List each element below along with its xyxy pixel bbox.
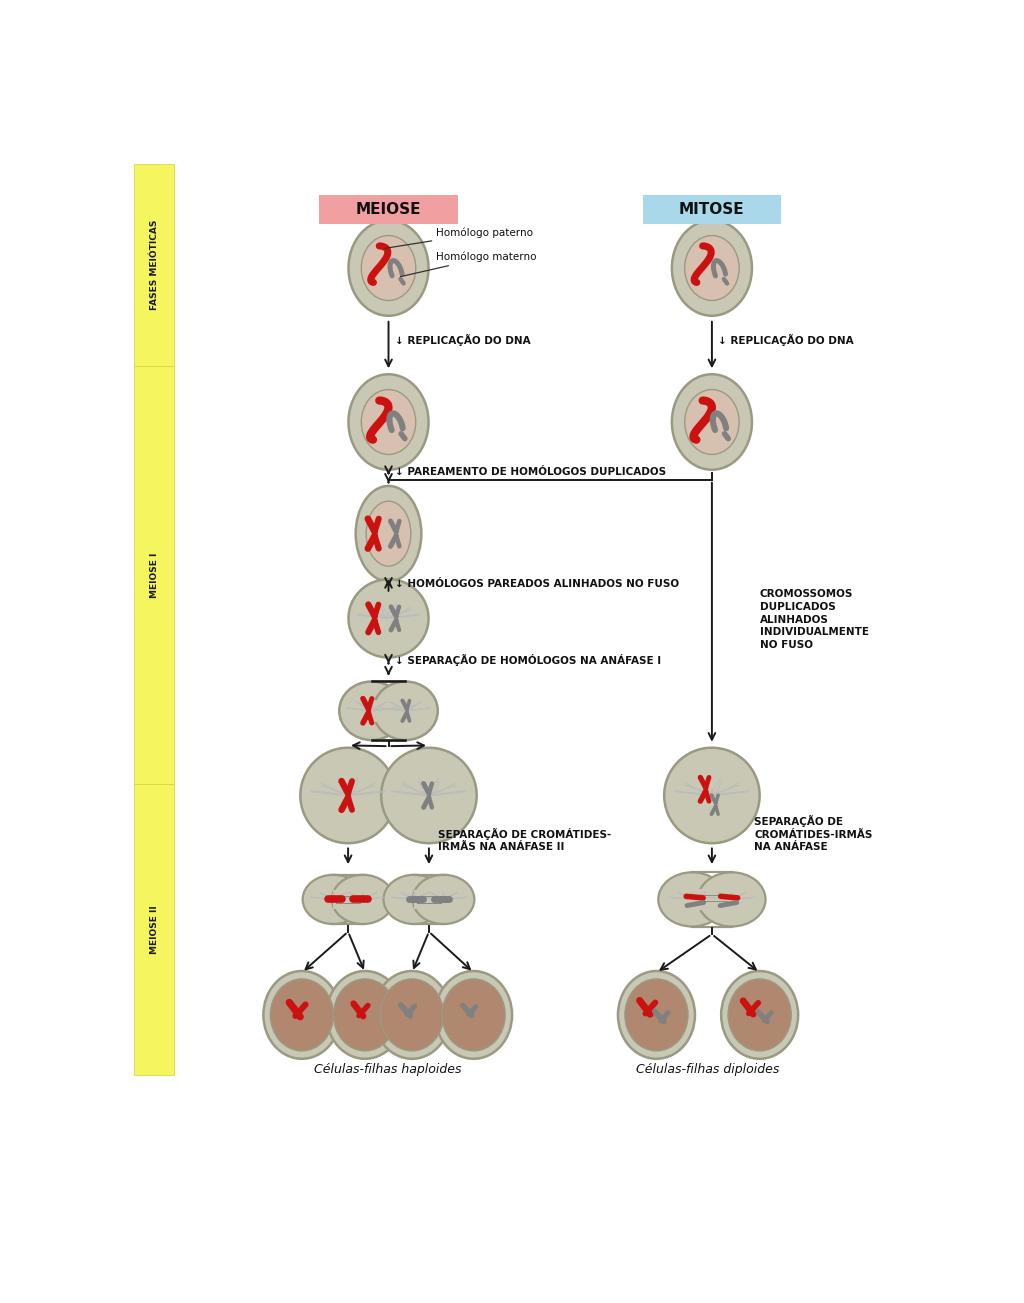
Ellipse shape — [361, 236, 416, 301]
Ellipse shape — [384, 874, 445, 924]
Ellipse shape — [334, 979, 396, 1052]
Ellipse shape — [728, 979, 792, 1052]
Text: SEPARAÇÃO DE
CROMÁTIDES-IRMÃS
NA ANÁFASE: SEPARAÇÃO DE CROMÁTIDES-IRMÃS NA ANÁFASE — [755, 816, 872, 852]
Ellipse shape — [373, 681, 438, 740]
FancyBboxPatch shape — [643, 195, 781, 224]
Ellipse shape — [685, 390, 739, 455]
Text: Homólogo paterno: Homólogo paterno — [385, 227, 534, 249]
Text: MITOSE: MITOSE — [679, 202, 744, 218]
Text: SEPARAÇÃO DE CROMÁTIDES-
IRMÃS NA ANÁFASE II: SEPARAÇÃO DE CROMÁTIDES- IRMÃS NA ANÁFAS… — [438, 827, 611, 852]
Bar — [372, 700, 406, 722]
FancyBboxPatch shape — [134, 164, 174, 366]
Ellipse shape — [672, 220, 752, 315]
FancyBboxPatch shape — [134, 784, 174, 1075]
Text: Células-filhas haploides: Células-filhas haploides — [314, 1063, 462, 1076]
Text: MEIOSE: MEIOSE — [355, 202, 421, 218]
Ellipse shape — [303, 874, 365, 924]
Text: MEIOSE II: MEIOSE II — [150, 906, 159, 954]
Ellipse shape — [367, 502, 411, 566]
Text: ↓ SEPARAÇÃO DE HOMÓLOGOS NA ANÁFASE I: ↓ SEPARAÇÃO DE HOMÓLOGOS NA ANÁFASE I — [394, 654, 660, 666]
Ellipse shape — [339, 681, 403, 740]
Text: FASES MEIÓTICAS: FASES MEIÓTICAS — [150, 220, 159, 310]
Ellipse shape — [270, 979, 334, 1052]
Ellipse shape — [413, 874, 474, 924]
Text: MEIOSE I: MEIOSE I — [150, 552, 159, 598]
Ellipse shape — [435, 971, 512, 1059]
FancyBboxPatch shape — [319, 195, 458, 224]
Ellipse shape — [381, 748, 477, 843]
Bar — [334, 890, 362, 908]
Bar — [415, 890, 443, 908]
Ellipse shape — [374, 971, 451, 1059]
Ellipse shape — [672, 374, 752, 470]
Ellipse shape — [348, 374, 429, 470]
Ellipse shape — [665, 748, 760, 843]
Text: ↓ REPLICAÇÃO DO DNA: ↓ REPLICAÇÃO DO DNA — [718, 334, 854, 345]
Text: Homólogo materno: Homólogo materno — [400, 251, 537, 276]
Ellipse shape — [263, 971, 340, 1059]
Ellipse shape — [442, 979, 505, 1052]
Ellipse shape — [348, 220, 429, 315]
Text: ↓ REPLICAÇÃO DO DNA: ↓ REPLICAÇÃO DO DNA — [394, 334, 530, 345]
FancyBboxPatch shape — [134, 366, 174, 784]
Ellipse shape — [348, 580, 429, 658]
Ellipse shape — [332, 874, 393, 924]
Text: Células-filhas diploides: Células-filhas diploides — [636, 1063, 779, 1076]
Ellipse shape — [381, 979, 443, 1052]
Bar — [692, 889, 732, 909]
Ellipse shape — [300, 748, 396, 843]
Ellipse shape — [658, 872, 726, 926]
Text: ↓ HOMÓLOGOS PAREADOS ALINHADOS NO FUSO: ↓ HOMÓLOGOS PAREADOS ALINHADOS NO FUSO — [394, 579, 679, 589]
Text: ↓ PAREAMENTO DE HOMÓLOGOS DUPLICADOS: ↓ PAREAMENTO DE HOMÓLOGOS DUPLICADOS — [394, 468, 666, 477]
Text: CROMOSSOMOS
DUPLICADOS
ALINHADOS
INDIVIDUALMENTE
NO FUSO: CROMOSSOMOS DUPLICADOS ALINHADOS INDIVID… — [760, 589, 868, 650]
Ellipse shape — [361, 390, 416, 455]
Ellipse shape — [327, 971, 403, 1059]
Ellipse shape — [697, 872, 766, 926]
Ellipse shape — [625, 979, 688, 1052]
Ellipse shape — [721, 971, 798, 1059]
Ellipse shape — [617, 971, 695, 1059]
Ellipse shape — [685, 236, 739, 301]
Ellipse shape — [355, 486, 421, 581]
